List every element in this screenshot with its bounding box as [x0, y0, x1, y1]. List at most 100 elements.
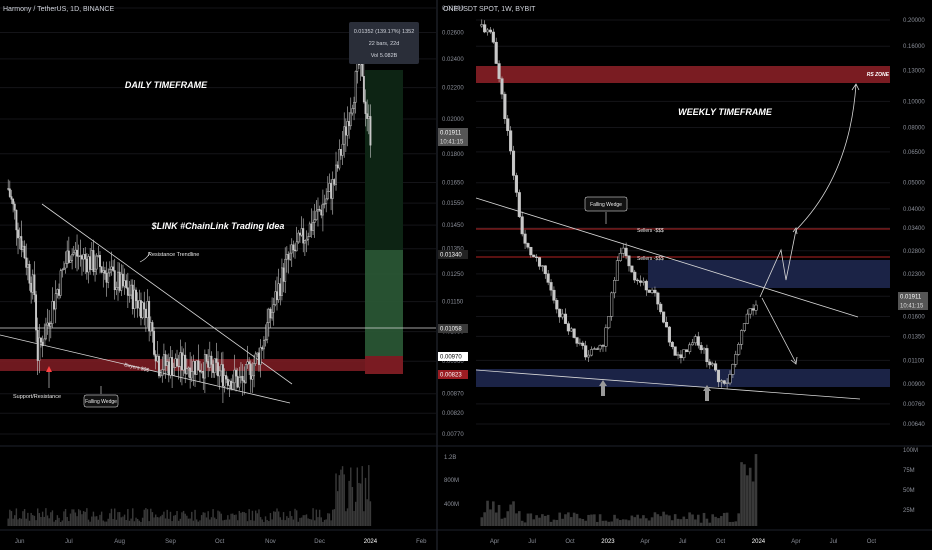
candle-body	[71, 254, 74, 261]
volume-bar	[30, 512, 32, 526]
volume-bar	[307, 518, 309, 526]
volume-bar	[84, 511, 86, 526]
candle-body	[716, 369, 721, 383]
volume-bar	[20, 518, 23, 526]
volume-bar	[177, 520, 180, 526]
volume-bar	[69, 513, 72, 526]
volume-bar	[569, 517, 573, 526]
projection-arrowhead-rs	[851, 83, 860, 91]
candle-body	[578, 342, 582, 345]
volume-bar	[112, 519, 114, 526]
right-chart-panel[interactable]: ONEUSDT SPOT, 1W, BYBIT WEEKLY TIMEFRAME…	[443, 6, 890, 526]
candle-body	[249, 363, 252, 380]
left-price-tick-label: 0.01800	[442, 152, 464, 158]
volume-bar	[99, 514, 101, 526]
volume-bar	[359, 483, 362, 526]
volume-bar	[40, 516, 42, 526]
right-price-badges: 0.01911 10:41:15	[898, 292, 928, 310]
candle-body	[529, 246, 533, 256]
volume-bar	[503, 517, 507, 526]
volume-bar	[197, 521, 200, 526]
volume-bar	[158, 517, 160, 526]
left-resistance-trendline	[41, 203, 293, 385]
candle-body	[54, 293, 57, 310]
volume-bar	[232, 513, 234, 526]
candle-body	[285, 254, 288, 260]
candle-body	[667, 326, 671, 343]
volume-bar	[300, 517, 303, 526]
candle-body	[328, 183, 331, 192]
candle-body	[95, 255, 98, 270]
volume-bar	[254, 510, 257, 526]
left-time-axis[interactable]: Jun Jul Aug Sep Oct Nov Dec 2024 Feb	[15, 539, 427, 545]
volume-bar	[575, 513, 579, 526]
right-price-tick-label: 0.20000	[903, 18, 925, 24]
volume-bar	[633, 517, 637, 526]
right-price-tick-label: 0.02300	[903, 272, 925, 278]
volume-bar	[517, 511, 521, 526]
candle-body	[117, 271, 119, 288]
right-price-tick-label: 0.02800	[903, 249, 925, 255]
candle-body	[719, 380, 723, 383]
right-price-axis[interactable]: 0.20000 0.16000 0.13000 0.10000 0.08000 0.065…	[903, 18, 925, 428]
volume-bar	[346, 508, 349, 526]
volume-bar	[159, 516, 162, 526]
left-price-axis[interactable]: 0.02800 0.02600 0.02400 0.02200 0.02000 0.018…	[436, 0, 464, 550]
volume-bar	[27, 512, 29, 526]
candle-body	[7, 188, 10, 190]
left-time-tick-label: 2024	[364, 539, 378, 545]
candle-body	[676, 354, 680, 356]
volume-bar	[153, 517, 155, 526]
volume-bar	[25, 518, 27, 526]
left-price-tick-label: 0.01550	[442, 201, 464, 207]
volume-bar	[291, 516, 293, 526]
candle-body	[244, 364, 247, 383]
volume-bar	[607, 521, 611, 526]
volume-bar	[12, 518, 14, 526]
left-chart-panel[interactable]: Harmony / TetherUS, 1D, BINANCE DAILY TI…	[0, 6, 436, 526]
volume-bar	[148, 521, 150, 526]
candle-body	[500, 78, 504, 95]
volume-bar	[714, 516, 717, 526]
volume-bar	[114, 508, 116, 526]
volume-bar	[86, 508, 88, 526]
candle-body	[261, 347, 264, 350]
volume-bar	[668, 515, 671, 526]
left-falling-wedge-box	[83, 394, 119, 408]
candle-body	[523, 233, 527, 244]
candle-body	[670, 341, 674, 348]
volume-bar	[708, 522, 712, 526]
volume-bar	[228, 519, 231, 526]
candle-body	[535, 256, 539, 258]
projection-arrowhead-up	[792, 227, 798, 235]
tooltip-line-1: 0.01352 (139.17%) 1352	[354, 29, 415, 35]
right-time-axis[interactable]: Apr Jul Oct 2023 Apr Jul Oct 2024 Apr Jul Oct	[490, 539, 877, 545]
volume-bar	[251, 510, 254, 526]
volume-bar	[135, 517, 137, 526]
volume-bar	[731, 521, 735, 526]
volume-bar	[520, 520, 524, 526]
volume-bar	[56, 515, 59, 526]
volume-bar	[210, 517, 213, 526]
volume-bar	[227, 515, 229, 526]
volume-bar	[89, 521, 91, 526]
candle-body	[172, 367, 175, 376]
volume-bar	[595, 521, 599, 526]
resistance-trendline-pointer	[139, 251, 151, 263]
candle-body	[44, 324, 47, 340]
candle-body	[251, 375, 254, 380]
volume-bar	[117, 512, 119, 526]
candle-body	[549, 282, 553, 291]
candle-body	[187, 367, 190, 370]
volume-bar	[77, 509, 80, 526]
candle-body	[99, 255, 101, 267]
left-price-tick-label: 0.00870	[442, 392, 464, 398]
volume-bar	[184, 513, 186, 526]
volume-bar	[164, 518, 167, 526]
candle-body	[685, 349, 689, 353]
left-countdown-badge: 10:41:15	[440, 140, 464, 146]
volume-bar	[549, 521, 553, 526]
right-wedge-resistance-line	[475, 197, 859, 318]
candle-body	[31, 274, 34, 293]
candle-body	[171, 357, 174, 376]
